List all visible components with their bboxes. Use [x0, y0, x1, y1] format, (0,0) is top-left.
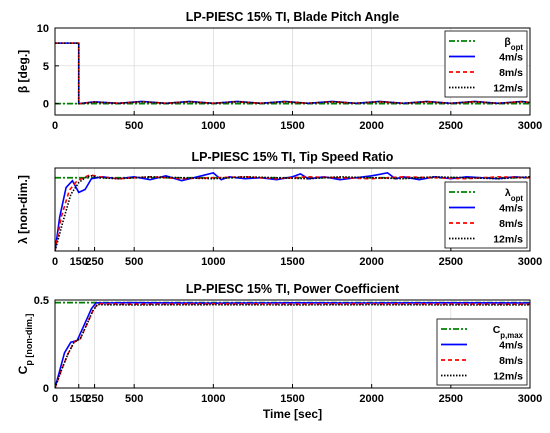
- y-tick-label: 0: [43, 383, 49, 395]
- y-tick-label: 5: [43, 61, 49, 73]
- legend-label: 12m/s: [493, 83, 523, 95]
- x-tick-label: 1500: [280, 120, 304, 132]
- legend-label: 12m/s: [493, 371, 523, 383]
- x-tick-label: 150: [70, 393, 88, 405]
- legend-label: βopt: [504, 36, 523, 52]
- legend-label: λopt: [505, 187, 523, 203]
- series-line-4: [55, 174, 530, 251]
- x-tick-label: 2500: [439, 120, 463, 132]
- x-tick-label: 1000: [201, 256, 225, 268]
- x-tick-label: 2500: [439, 256, 463, 268]
- x-tick-label: 3000: [518, 120, 542, 132]
- y-tick-label: 0.5: [34, 295, 49, 307]
- series-line-3: [55, 174, 530, 251]
- x-tick-label: 2000: [359, 256, 383, 268]
- legend-box: [444, 181, 528, 249]
- y-tick-label: 10: [37, 23, 49, 35]
- y-axis-label: λ [non-dim.]: [16, 175, 30, 244]
- series-group: [55, 42, 530, 105]
- x-tick-label: 0: [52, 256, 58, 268]
- legend-label: 12m/s: [493, 234, 523, 246]
- series-line-3: [55, 302, 530, 388]
- x-tick-label: 0: [52, 393, 58, 405]
- y-axis-label: Cp [non-dim.]: [16, 314, 34, 375]
- x-tick-label: 1000: [201, 393, 225, 405]
- legend-label: Cp,max: [493, 324, 524, 340]
- x-tick-label: 500: [125, 393, 143, 405]
- y-axis-label: β [deg.]: [16, 50, 30, 93]
- x-tick-label: 2500: [439, 393, 463, 405]
- x-tick-label: 0: [52, 120, 58, 132]
- x-tick-label: 250: [85, 256, 103, 268]
- x-tick-label: 2000: [359, 393, 383, 405]
- chart-title: LP-PIESC 15% TI, Power Coefficient: [186, 282, 400, 296]
- x-tick-label: 3000: [518, 393, 542, 405]
- legend-box: [436, 318, 528, 386]
- series-line-2: [55, 301, 530, 388]
- x-tick-label: 3000: [518, 256, 542, 268]
- series-group: [55, 301, 530, 388]
- chart-title: LP-PIESC 15% TI, Tip Speed Ratio: [192, 150, 394, 164]
- x-tick-label: 500: [125, 256, 143, 268]
- chart-title: LP-PIESC 15% TI, Blade Pitch Angle: [186, 10, 400, 24]
- x-tick-label: 1500: [280, 393, 304, 405]
- legend-label: 4m/s: [499, 340, 523, 352]
- x-tick-label: 1500: [280, 256, 304, 268]
- legend-label: 8m/s: [499, 218, 523, 230]
- x-tick-label: 2000: [359, 120, 383, 132]
- series-line-4: [55, 303, 530, 388]
- x-tick-label: 250: [85, 393, 103, 405]
- series-group: [55, 172, 530, 251]
- x-tick-label: 1000: [201, 120, 225, 132]
- chart-panel-1: 0 500 1000 1500 2000 2500 3000 0 5 10 LP-PIESC 15%…: [16, 10, 542, 132]
- series-line-4: [55, 42, 530, 105]
- y-tick-label: 0: [43, 99, 49, 111]
- x-axis-label: Time [sec]: [263, 407, 322, 421]
- legend-box: [444, 30, 528, 98]
- legend-label: 4m/s: [499, 52, 523, 64]
- legend-label: 8m/s: [499, 355, 523, 367]
- x-tick-label: 150: [70, 256, 88, 268]
- legend-label: 4m/s: [499, 203, 523, 215]
- legend-label: 8m/s: [499, 67, 523, 79]
- x-tick-label: 500: [125, 120, 143, 132]
